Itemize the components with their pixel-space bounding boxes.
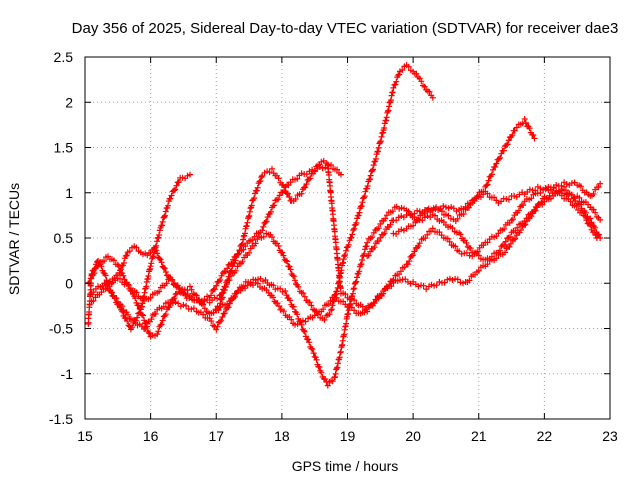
x-tick-label: 16: [143, 428, 159, 444]
x-tick-label: 17: [208, 428, 224, 444]
x-tick-label: 21: [471, 428, 487, 444]
x-tick-label: 22: [537, 428, 553, 444]
y-tick-label: 0.5: [54, 230, 74, 246]
plot-area: [85, 62, 604, 389]
y-tick-label: -1.5: [49, 411, 73, 427]
data-point-markers: [364, 179, 604, 260]
series-track-6: [213, 189, 600, 328]
data-point-markers: [88, 62, 436, 323]
y-tick-label: 2: [65, 94, 73, 110]
y-tick-label: -0.5: [49, 321, 73, 337]
y-tick-label: 1.5: [54, 140, 74, 156]
y-tick-label: 0: [65, 275, 73, 291]
x-tick-label: 23: [602, 428, 618, 444]
x-tick-label: 18: [274, 428, 290, 444]
y-tick-label: 1: [65, 185, 73, 201]
data-point-markers: [390, 183, 604, 263]
x-tick-label: 15: [77, 428, 93, 444]
axis-ticks: 15 16 17 18 19 20 21 22 23 -1.5 -1 -0.5 0 0.5 1 1.5 2 2.5: [49, 49, 618, 444]
y-tick-label: -1: [61, 366, 74, 382]
chart-title: Day 356 of 2025, Sidereal Day-to-day VTE…: [72, 20, 619, 37]
series-track-4: [88, 116, 538, 389]
x-axis-label: GPS time / hours: [292, 458, 399, 474]
data-point-markers: [101, 161, 604, 315]
series-track-5: [101, 161, 604, 315]
y-tick-label: 2.5: [54, 49, 74, 65]
x-tick-label: 19: [340, 428, 356, 444]
series-track-3: [88, 62, 436, 323]
x-tick-label: 20: [405, 428, 421, 444]
data-point-markers: [88, 116, 538, 389]
series-track-8: [390, 183, 604, 263]
series-track-7: [364, 179, 604, 260]
data-point-markers: [213, 189, 600, 328]
y-axis-label: SDTVAR / TECUs: [6, 183, 22, 295]
